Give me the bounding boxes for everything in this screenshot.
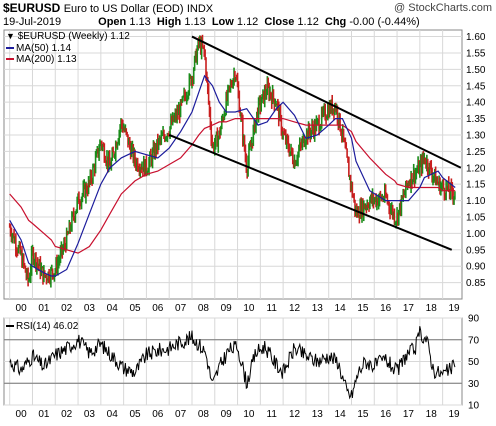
- price-y-tick-label: 1.25: [466, 147, 486, 158]
- rsi-x-tick-label: 19: [448, 409, 460, 420]
- price-y-tick-label: 1.45: [466, 81, 486, 92]
- price-x-tick-label: 03: [84, 303, 96, 314]
- price-y-tick-label: 1.40: [466, 98, 486, 109]
- price-x-tick-label: 00: [16, 303, 28, 314]
- price-x-tick-label: 14: [335, 303, 347, 314]
- price-bars: [8, 34, 456, 288]
- rsi-x-tick-label: 01: [38, 409, 50, 420]
- price-y-tick-label: 1.20: [466, 163, 486, 174]
- close-label: Close: [264, 16, 295, 28]
- price-y-tick-label: 1.10: [466, 196, 486, 207]
- high-value: 1.13: [184, 16, 206, 28]
- rsi-x-tick-label: 09: [221, 409, 233, 420]
- rsi-x-tick-label: 15: [357, 409, 369, 420]
- price-x-tick-label: 12: [289, 303, 301, 314]
- ma200-swatch-icon: [6, 58, 14, 61]
- instrument-name: Euro to US Dollar (EOD): [63, 3, 184, 15]
- chart-header-line1: $EURUSD Euro to US Dollar (EOD) INDX: [3, 2, 213, 16]
- rsi-x-tick-label: 03: [84, 409, 96, 420]
- rsi-x-tick-label: 07: [175, 409, 187, 420]
- rsi-x-tick-label: 10: [243, 409, 255, 420]
- price-x-tick-label: 19: [448, 303, 460, 314]
- price-x-tick-label: 15: [357, 303, 369, 314]
- watermark: @ StockCharts.com: [394, 2, 492, 14]
- legend-price-text: $EURUSD (Weekly) 1.12: [17, 31, 130, 42]
- high-label: High: [156, 16, 182, 28]
- price-panel-frame: [3, 29, 463, 300]
- rsi-y-tick-label: 10: [468, 401, 480, 412]
- price-x-tick-label: 07: [175, 303, 187, 314]
- ma50-swatch-icon: [6, 47, 14, 50]
- price-x-tick-label: 05: [129, 303, 141, 314]
- rsi-x-tick-label: 16: [380, 409, 392, 420]
- rsi-x-tick-label: 11: [267, 409, 278, 420]
- legend-ma50-text: MA(50) 1.14: [16, 43, 72, 54]
- price-x-tick-label: 02: [61, 303, 73, 314]
- chg-value: -0.00 (-0.44%): [349, 16, 420, 28]
- rsi-swatch-icon: [6, 325, 14, 328]
- chart-header-line2: 19-Jul-2019 Open 1.13 High 1.13 Low 1.12…: [3, 16, 420, 29]
- legend-price: ▼ $EURUSD (Weekly) 1.12: [6, 30, 130, 43]
- rsi-x-tick-label: 12: [289, 409, 301, 420]
- rsi-y-tick-label: 70: [468, 335, 480, 346]
- price-x-tick-label: 06: [152, 303, 164, 314]
- price-y-tick-label: 0.95: [466, 245, 486, 256]
- legend-rsi: RSI(14) 46.02: [6, 320, 78, 333]
- low-label: Low: [211, 16, 234, 28]
- legend-ma200-text: MA(200) 1.13: [16, 54, 77, 65]
- open-value: 1.13: [129, 16, 151, 28]
- date-label: 19-Jul-2019: [3, 16, 62, 28]
- legend-ma200: MA(200) 1.13: [6, 53, 77, 66]
- rsi-x-tick-label: 02: [61, 409, 73, 420]
- price-x-tick-label: 17: [403, 303, 415, 314]
- price-y-tick-label: 1.50: [466, 65, 486, 76]
- price-y-tick-label: 1.30: [466, 130, 486, 141]
- exchange-label: INDX: [186, 3, 214, 15]
- chg-label: Chg: [324, 16, 347, 28]
- price-y-tick-label: 1.05: [466, 212, 486, 223]
- price-y-tick-label: 1.35: [466, 114, 486, 125]
- rsi-x-tick-label: 00: [16, 409, 28, 420]
- price-y-tick-label: 1.55: [466, 48, 486, 59]
- price-y-tick-label: 1.60: [466, 32, 486, 43]
- price-x-tick-label: 10: [243, 303, 255, 314]
- rsi-y-tick-label: 90: [468, 314, 480, 325]
- price-x-tick-label: 18: [426, 303, 438, 314]
- close-value: 1.12: [297, 16, 319, 28]
- legend-rsi-text: RSI(14) 46.02: [16, 321, 79, 332]
- ma50-line: [9, 74, 456, 277]
- channel-upper-line: [191, 35, 462, 169]
- symbol-label: $EURUSD: [3, 1, 61, 15]
- open-label: Open: [98, 16, 127, 28]
- channel-lower-line: [168, 134, 453, 251]
- rsi-x-tick-label: 08: [198, 409, 210, 420]
- price-x-tick-label: 01: [38, 303, 50, 314]
- rsi-x-tick-label: 18: [426, 409, 438, 420]
- price-x-tick-label: 08: [198, 303, 210, 314]
- legend-ma50: MA(50) 1.14: [6, 42, 71, 55]
- price-y-tick-label: 0.85: [466, 278, 486, 289]
- price-legend-icon: ▼: [6, 31, 15, 41]
- price-x-tick-label: 13: [312, 303, 324, 314]
- price-x-tick-label: 16: [380, 303, 392, 314]
- price-x-tick-label: 04: [107, 303, 119, 314]
- rsi-y-tick-label: 30: [468, 379, 480, 390]
- rsi-x-tick-label: 05: [129, 409, 141, 420]
- low-value: 1.12: [236, 16, 259, 28]
- price-x-tick-label: 09: [221, 303, 233, 314]
- rsi-x-tick-label: 14: [335, 409, 347, 420]
- rsi-x-tick-label: 13: [312, 409, 324, 420]
- price-x-tick-label: 11: [267, 303, 278, 314]
- price-y-tick-label: 1.00: [466, 229, 486, 240]
- price-y-tick-label: 1.15: [466, 180, 486, 191]
- ma200-line: [9, 117, 456, 254]
- rsi-x-tick-label: 04: [107, 409, 119, 420]
- rsi-x-tick-label: 06: [152, 409, 164, 420]
- rsi-y-tick-label: 50: [468, 357, 480, 368]
- rsi-line: [9, 326, 456, 400]
- rsi-x-tick-label: 17: [403, 409, 415, 420]
- price-y-tick-label: 0.90: [466, 262, 486, 273]
